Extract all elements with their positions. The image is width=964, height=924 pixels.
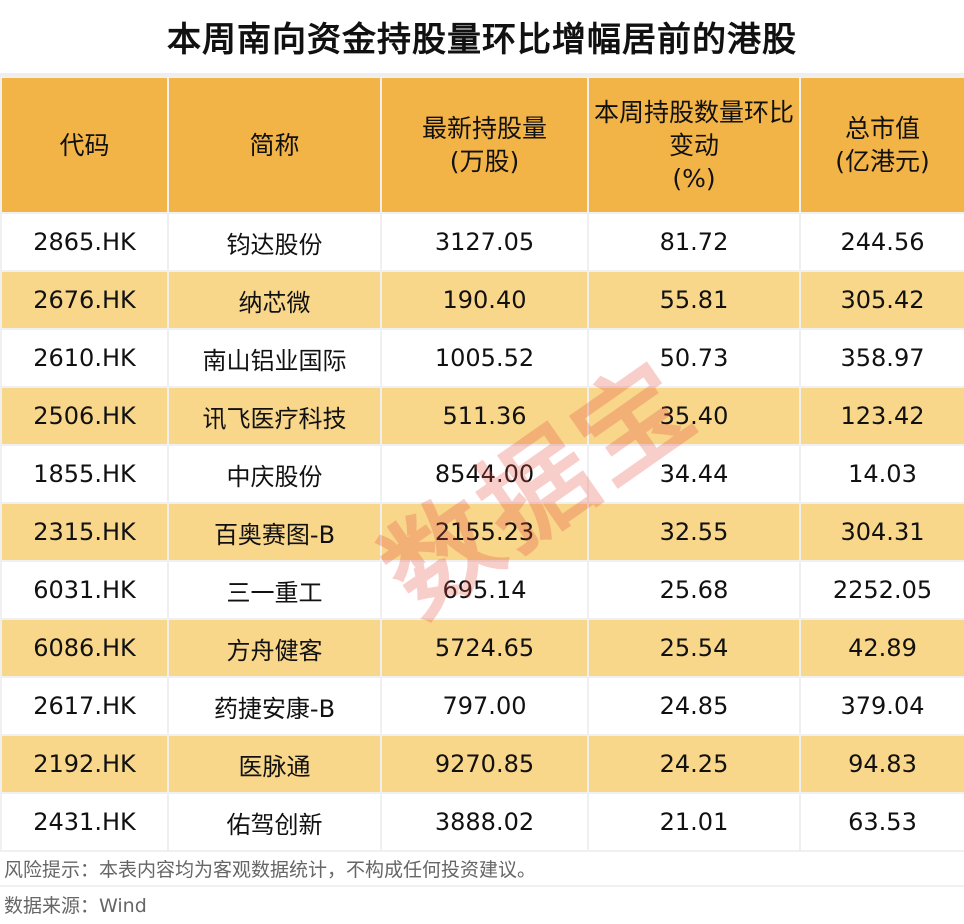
table-cell: 2315.HK [0, 502, 169, 562]
table-cell: 2617.HK [0, 676, 169, 736]
column-header: 本周持股数量环比变动 (%) [587, 76, 801, 214]
table-cell: 2192.HK [0, 734, 169, 794]
table-cell: 25.54 [587, 618, 801, 678]
table-cell: 94.83 [799, 734, 964, 794]
table-row: 6031.HK 三一重工 695.14 25.68 2252.05 [0, 560, 964, 620]
table-row: 2431.HK 佑驾创新 3888.02 21.01 63.53 [0, 792, 964, 852]
table-cell: 35.40 [587, 386, 801, 446]
column-header: 简称 [167, 76, 382, 214]
table-row: 1855.HK 中庆股份 8544.00 34.44 14.03 [0, 444, 964, 504]
table-cell: 三一重工 [167, 560, 382, 620]
table-header-row: 代码 简称 最新持股量 (万股) 本周持股数量环比变动 (%) 总市值 (亿港元) [0, 76, 964, 214]
table-cell: 55.81 [587, 270, 801, 330]
table-cell: 6086.HK [0, 618, 169, 678]
table-cell: 8544.00 [380, 444, 589, 504]
table-cell: 1855.HK [0, 444, 169, 504]
table-cell: 3888.02 [380, 792, 589, 852]
table-cell: 南山铝业国际 [167, 328, 382, 388]
page-title: 本周南向资金持股量环比增幅居前的港股 [0, 0, 964, 76]
table-row: 2610.HK 南山铝业国际 1005.52 50.73 358.97 [0, 328, 964, 388]
table-cell: 32.55 [587, 502, 801, 562]
table-cell: 2610.HK [0, 328, 169, 388]
table-cell: 3127.05 [380, 212, 589, 272]
table-cell: 358.97 [799, 328, 964, 388]
table-cell: 81.72 [587, 212, 801, 272]
table-cell: 305.42 [799, 270, 964, 330]
table-cell: 244.56 [799, 212, 964, 272]
table-cell: 190.40 [380, 270, 589, 330]
column-header: 代码 [0, 76, 169, 214]
table-cell: 304.31 [799, 502, 964, 562]
table-row: 2192.HK 医脉通 9270.85 24.25 94.83 [0, 734, 964, 794]
table-row: 2315.HK 百奥赛图-B 2155.23 32.55 304.31 [0, 502, 964, 562]
table-cell: 21.01 [587, 792, 801, 852]
table-cell: 511.36 [380, 386, 589, 446]
risk-note: 风险提示：本表内容均为客观数据统计，不构成任何投资建议。 [0, 852, 964, 887]
table-cell: 中庆股份 [167, 444, 382, 504]
table-cell: 34.44 [587, 444, 801, 504]
table-cell: 佑驾创新 [167, 792, 382, 852]
table-row: 6086.HK 方舟健客 5724.65 25.54 42.89 [0, 618, 964, 678]
table-cell: 63.53 [799, 792, 964, 852]
table-cell: 2865.HK [0, 212, 169, 272]
table-cell: 1005.52 [380, 328, 589, 388]
table-cell: 24.85 [587, 676, 801, 736]
table-row: 2676.HK 纳芯微 190.40 55.81 305.42 [0, 270, 964, 330]
table-cell: 9270.85 [380, 734, 589, 794]
table-cell: 6031.HK [0, 560, 169, 620]
table-cell: 讯飞医疗科技 [167, 386, 382, 446]
table-cell: 50.73 [587, 328, 801, 388]
table-row: 2506.HK 讯飞医疗科技 511.36 35.40 123.42 [0, 386, 964, 446]
table-cell: 797.00 [380, 676, 589, 736]
table-cell: 百奥赛图-B [167, 502, 382, 562]
table-cell: 2431.HK [0, 792, 169, 852]
table-cell: 医脉通 [167, 734, 382, 794]
table-cell: 379.04 [799, 676, 964, 736]
table-cell: 42.89 [799, 618, 964, 678]
table-row: 2617.HK 药捷安康-B 797.00 24.85 379.04 [0, 676, 964, 736]
table-row: 2865.HK 钧达股份 3127.05 81.72 244.56 [0, 212, 964, 272]
table-cell: 123.42 [799, 386, 964, 446]
table-cell: 25.68 [587, 560, 801, 620]
table-cell: 695.14 [380, 560, 589, 620]
table-cell: 24.25 [587, 734, 801, 794]
table-cell: 2155.23 [380, 502, 589, 562]
column-header: 总市值 (亿港元) [799, 76, 964, 214]
table-cell: 14.03 [799, 444, 964, 504]
table-cell: 纳芯微 [167, 270, 382, 330]
table-cell: 钧达股份 [167, 212, 382, 272]
table-cell: 方舟健客 [167, 618, 382, 678]
data-source: 数据来源：Wind [4, 895, 147, 917]
table-cell: 2506.HK [0, 386, 169, 446]
table-cell: 5724.65 [380, 618, 589, 678]
table-cell: 2252.05 [799, 560, 964, 620]
holdings-table: 代码 简称 最新持股量 (万股) 本周持股数量环比变动 (%) 总市值 (亿港元) 2865.… [0, 76, 964, 852]
table-cell: 2676.HK [0, 270, 169, 330]
column-header: 最新持股量 (万股) [380, 76, 589, 214]
table-cell: 药捷安康-B [167, 676, 382, 736]
